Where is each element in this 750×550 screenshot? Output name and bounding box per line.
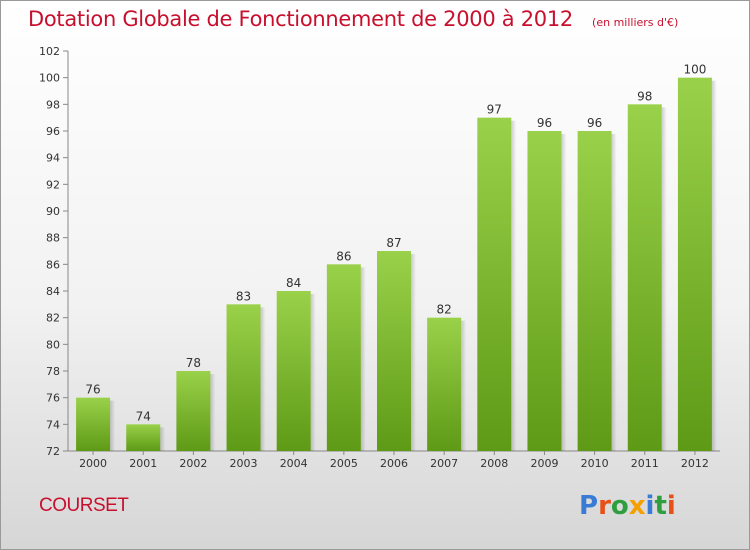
- x-tick-label: 2005: [330, 457, 358, 470]
- y-tick-label: 100: [39, 72, 60, 85]
- y-tick-label: 82: [46, 312, 60, 325]
- proxiti-logo[interactable]: Proxiti: [579, 491, 676, 521]
- y-tick-label: 84: [46, 285, 60, 298]
- bar-value-label: 98: [637, 89, 652, 103]
- logo-letter: t: [654, 491, 667, 521]
- x-tick-label: 2006: [380, 457, 408, 470]
- y-tick-label: 98: [46, 98, 60, 111]
- logo-letter: r: [598, 491, 611, 521]
- bar: [477, 117, 512, 452]
- bar: [577, 131, 612, 451]
- x-tick-label: 2010: [581, 457, 609, 470]
- chart-subtitle: (en milliers d'€): [592, 16, 679, 29]
- x-tick-label: 2012: [681, 457, 709, 470]
- logo-letter: i: [666, 491, 676, 521]
- bar-value-label: 100: [683, 63, 706, 77]
- bar-value-label: 74: [136, 409, 151, 423]
- bar-shadow: [661, 107, 667, 451]
- y-tick-label: 88: [46, 232, 60, 245]
- bar-value-label: 84: [286, 276, 301, 290]
- bar: [427, 317, 462, 451]
- y-tick-label: 102: [39, 45, 60, 58]
- x-tick-label: 2002: [179, 457, 207, 470]
- bar-shadow: [511, 120, 517, 452]
- bar: [677, 77, 712, 452]
- x-tick-label: 2009: [530, 457, 558, 470]
- bar: [126, 424, 161, 451]
- bar-shadow: [561, 134, 567, 451]
- bar-shadow: [411, 254, 416, 451]
- y-tick-label: 78: [46, 365, 60, 378]
- bar-value-label: 83: [236, 289, 251, 303]
- y-tick-label: 92: [46, 178, 60, 191]
- bar: [527, 131, 562, 451]
- bar: [276, 291, 311, 451]
- y-tick-label: 94: [46, 152, 60, 165]
- bar-value-label: 97: [487, 103, 502, 117]
- y-tick-label: 90: [46, 205, 60, 218]
- y-tick-label: 80: [46, 338, 60, 351]
- bar: [176, 371, 211, 451]
- bar: [377, 251, 411, 451]
- bar-shadow: [360, 267, 366, 451]
- bar-value-label: 78: [186, 356, 201, 370]
- x-tick-label: 2007: [430, 457, 458, 470]
- bar: [326, 264, 361, 451]
- bar-shadow: [260, 307, 266, 451]
- bar-shadow: [310, 294, 316, 451]
- bar-value-label: 82: [437, 303, 452, 317]
- y-tick-label: 86: [46, 258, 60, 271]
- x-tick-label: 2004: [280, 457, 308, 470]
- bar-shadow: [611, 134, 617, 451]
- bar-value-label: 76: [85, 383, 100, 397]
- bar: [76, 397, 111, 451]
- logo-letter: P: [579, 491, 599, 521]
- logo-letter: x: [628, 491, 646, 521]
- x-tick-label: 2008: [480, 457, 508, 470]
- bar-shadow: [160, 427, 166, 451]
- chart-title: Dotation Globale de Fonctionnement de 20…: [28, 7, 573, 31]
- x-tick-label: 2003: [230, 457, 258, 470]
- bar-shadow: [711, 80, 717, 452]
- y-tick-label: 96: [46, 125, 60, 138]
- x-tick-label: 2000: [79, 457, 107, 470]
- y-tick-label: 74: [46, 418, 60, 431]
- y-tick-label: 72: [46, 445, 60, 458]
- logo-letter: o: [610, 491, 629, 521]
- title-row: Dotation Globale de Fonctionnement de 20…: [28, 7, 678, 31]
- x-tick-label: 2011: [631, 457, 659, 470]
- bar-shadow: [210, 374, 216, 451]
- y-tick-label: 76: [46, 392, 60, 405]
- commune-name: COURSET: [39, 495, 129, 516]
- bar-value-label: 86: [336, 249, 351, 263]
- bar: [627, 104, 662, 451]
- logo-letter: i: [645, 491, 655, 521]
- bar-shadow: [461, 320, 467, 451]
- bar-shadow: [110, 400, 116, 451]
- bar: [226, 304, 261, 451]
- bar-value-label: 96: [537, 116, 552, 130]
- bar-value-label: 87: [386, 236, 401, 250]
- x-tick-label: 2001: [129, 457, 157, 470]
- bar-value-label: 96: [587, 116, 602, 130]
